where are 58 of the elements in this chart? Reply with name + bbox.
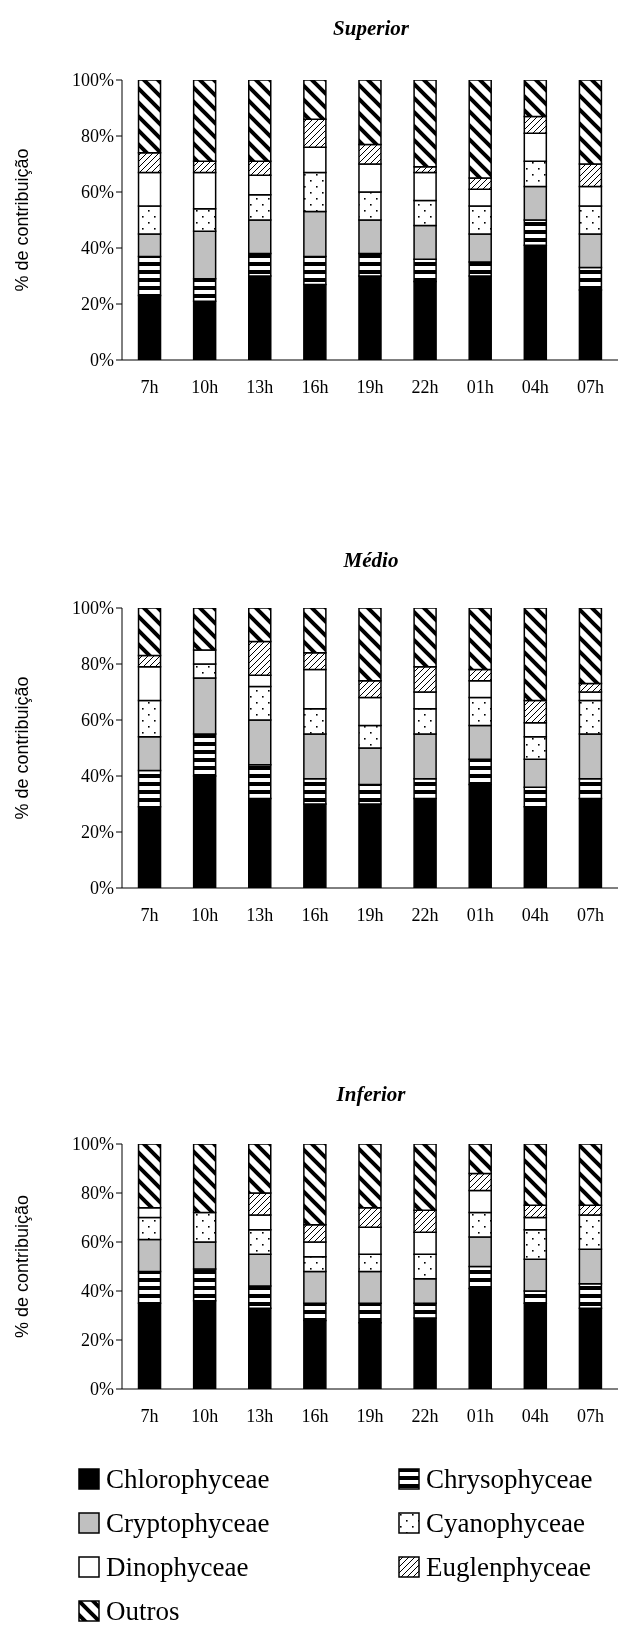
- x-tick-label: 13h: [246, 904, 274, 925]
- legend-label: Cryptophyceae: [106, 1507, 270, 1540]
- y-tick-label: 80%: [81, 1183, 114, 1204]
- x-tick-label: 16h: [301, 376, 329, 397]
- y-tick-label: 0%: [90, 878, 114, 899]
- x-tick-label: 7h: [140, 1405, 159, 1426]
- x-tick-label: 16h: [301, 1405, 329, 1426]
- x-tick-label: 22h: [411, 904, 439, 925]
- y-tick-label: 20%: [81, 294, 114, 315]
- x-tick-label: 04h: [521, 1405, 549, 1426]
- y-tick-label: 20%: [81, 822, 114, 843]
- chart-title: Superior: [332, 16, 410, 42]
- x-tick-label: 22h: [411, 376, 439, 397]
- y-tick-label: 100%: [72, 1134, 114, 1155]
- chart-title: Médio: [342, 548, 400, 574]
- x-tick-label: 19h: [356, 904, 384, 925]
- x-tick-label: 07h: [576, 904, 604, 925]
- x-tick-label: 10h: [191, 904, 219, 925]
- chart-title: Inferior: [335, 1082, 407, 1108]
- x-tick-label: 04h: [521, 904, 549, 925]
- x-tick-label: 19h: [356, 1405, 384, 1426]
- y-axis-title: % de contribuição: [12, 148, 33, 292]
- legend-label: Chrysophyceae: [426, 1463, 593, 1496]
- x-tick-label: 10h: [191, 376, 219, 397]
- y-tick-label: 40%: [81, 238, 114, 259]
- x-tick-label: 07h: [576, 1405, 604, 1426]
- y-tick-label: 60%: [81, 182, 114, 203]
- x-tick-label: 16h: [301, 904, 329, 925]
- x-tick-label: 01h: [466, 904, 494, 925]
- y-tick-label: 40%: [81, 1281, 114, 1302]
- y-tick-label: 80%: [81, 126, 114, 147]
- x-tick-label: 19h: [356, 376, 384, 397]
- legend-label: Outros: [106, 1595, 180, 1628]
- legend-label: Chlorophyceae: [106, 1463, 270, 1496]
- y-tick-label: 60%: [81, 1232, 114, 1253]
- legend-label: Cyanophyceae: [426, 1507, 585, 1540]
- y-tick-label: 0%: [90, 1379, 114, 1400]
- y-tick-label: 100%: [72, 598, 114, 619]
- y-axis-title: % de contribuição: [12, 1194, 33, 1339]
- y-tick-label: 80%: [81, 654, 114, 675]
- x-tick-label: 10h: [191, 1405, 219, 1426]
- x-tick-label: 13h: [246, 376, 274, 397]
- x-tick-label: 13h: [246, 1405, 274, 1426]
- x-tick-label: 22h: [411, 1405, 439, 1426]
- x-tick-label: 7h: [140, 376, 159, 397]
- x-tick-label: 04h: [521, 376, 549, 397]
- x-tick-label: 7h: [140, 904, 159, 925]
- legend-label: Euglenphyceae: [426, 1551, 591, 1584]
- legend-label: Dinophyceae: [106, 1551, 249, 1584]
- y-tick-label: 40%: [81, 766, 114, 787]
- y-tick-label: 20%: [81, 1330, 114, 1351]
- y-tick-label: 60%: [81, 710, 114, 731]
- x-tick-label: 01h: [466, 376, 494, 397]
- x-tick-label: 01h: [466, 1405, 494, 1426]
- x-tick-label: 07h: [576, 376, 604, 397]
- y-axis-title: % de contribuição: [12, 676, 33, 820]
- y-tick-label: 100%: [72, 70, 114, 91]
- y-tick-label: 0%: [90, 350, 114, 371]
